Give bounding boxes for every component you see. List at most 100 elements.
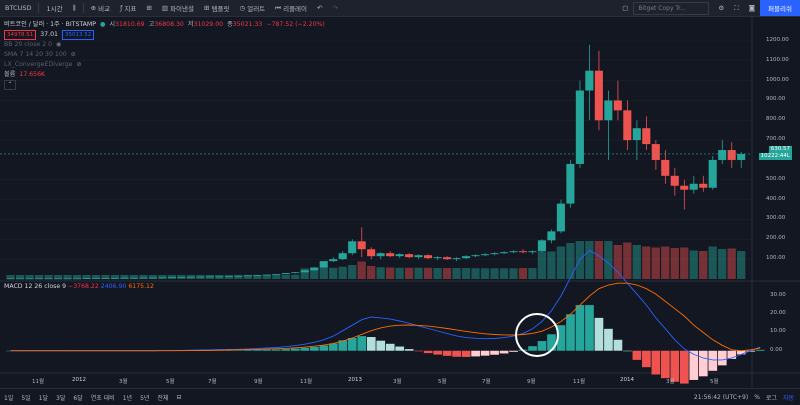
macd-hist-value: −3768.22	[68, 283, 99, 290]
range-5d[interactable]: 5일	[21, 394, 31, 402]
volume-bar	[101, 275, 110, 279]
volume-bar	[262, 274, 271, 279]
log-toggle[interactable]: 로그	[765, 394, 777, 402]
percent-toggle[interactable]: %	[754, 393, 760, 401]
collapse-row: ⌃	[4, 80, 325, 90]
macd-tick-label: 10.00	[770, 328, 786, 335]
range-1d[interactable]: 1일	[4, 394, 14, 402]
eye-icon[interactable]: ◉	[56, 41, 62, 48]
volume-label: 볼륨	[4, 71, 16, 78]
macd-histogram-bar	[727, 350, 737, 359]
volume-bar	[480, 268, 490, 279]
macd-histogram-bar	[442, 350, 452, 356]
volume-bar	[44, 275, 53, 279]
candle-body	[490, 253, 499, 255]
buy-button[interactable]: 35013.52	[61, 30, 95, 40]
macd-histogram-bar	[366, 337, 376, 351]
collapse-chevron-icon[interactable]: ⌃	[4, 80, 16, 90]
range-ytd[interactable]: 연초 대비	[90, 394, 115, 402]
macd-histogram-bar	[338, 340, 348, 351]
indicator-lx[interactable]: LX_ConvergeEDiverge ⊘	[4, 60, 325, 70]
publish-button[interactable]: 퍼블리쉬	[760, 0, 800, 16]
eye-off-icon[interactable]: ⊘	[70, 51, 76, 58]
eye-off-icon[interactable]: ⊘	[76, 61, 82, 68]
undo-icon[interactable]: ↶	[317, 4, 323, 12]
alert-button[interactable]: ◷ 얼러트	[234, 0, 270, 16]
range-1y[interactable]: 1년	[122, 394, 133, 402]
macd-tick-label: 0.00	[770, 346, 783, 353]
candle-body	[537, 240, 546, 252]
volume-bar	[642, 246, 651, 279]
time-tick-label: 5월	[166, 379, 175, 385]
volume-bar	[329, 267, 338, 279]
candle-body	[234, 275, 243, 277]
financials-button[interactable]: ▥ 파이낸셜	[157, 0, 199, 16]
volume-bar	[110, 275, 120, 279]
volume-bar	[291, 274, 300, 279]
sell-button[interactable]: 34978.51	[4, 30, 37, 40]
volume-bar	[414, 267, 423, 279]
fullscreen-icon[interactable]: ⛶	[734, 3, 739, 12]
settings-icon[interactable]: ⚙	[718, 4, 725, 12]
volume-bar	[25, 275, 34, 279]
time-tick-label: 2013	[348, 377, 362, 383]
compare-button[interactable]: ⊕ 비교	[86, 0, 115, 16]
close-value: 35021.33	[232, 21, 263, 28]
range-3m[interactable]: 3달	[56, 394, 66, 402]
candle-body	[575, 90, 584, 164]
calendar-icon[interactable]: ⊟	[176, 393, 182, 401]
macd-histogram-bar	[689, 350, 699, 380]
range-1m[interactable]: 1달	[38, 394, 49, 402]
indicator-bb[interactable]: BB 20 close 2 0 ◉	[4, 40, 325, 50]
indicator-label: SMA 7 14 20 30 100	[4, 51, 67, 58]
redo-icon[interactable]: ↷	[332, 4, 338, 12]
volume-bar	[689, 250, 698, 279]
price-tick-label: 700.00	[766, 136, 786, 143]
symbol-search[interactable]: BTCUSD	[5, 4, 32, 12]
indicators-button[interactable]: ƒ 지표	[115, 0, 141, 16]
macd-histogram-bar	[613, 339, 623, 351]
volume-bar	[129, 275, 139, 279]
range-5y[interactable]: 5년	[140, 394, 150, 402]
volume-bar	[300, 268, 309, 279]
camera-icon[interactable]: ◙	[748, 4, 756, 12]
time-tick-label: 3월	[393, 379, 402, 385]
chart-type-icon[interactable]: ⫼	[72, 3, 76, 12]
volume-bar	[53, 275, 63, 279]
open-label: 시	[109, 21, 116, 28]
live-dot-icon: ●	[99, 21, 106, 28]
replay-button[interactable]: ⏮ 리플레이	[270, 0, 312, 16]
template-button[interactable]: ⊞ 템플릿	[199, 0, 234, 16]
candle-body	[737, 154, 746, 160]
indicator-sma[interactable]: SMA 7 14 20 30 100 ⊘	[4, 50, 325, 60]
candle-body	[376, 253, 385, 257]
layout-square-icon[interactable]: ▢	[622, 4, 629, 12]
countdown-tag: 10222:44L	[758, 152, 792, 160]
candle-body	[357, 241, 366, 250]
close-label: 종	[227, 21, 233, 28]
price-tick-label: 300.00	[766, 215, 786, 222]
candle-body	[158, 277, 167, 279]
clock-readout[interactable]: 21:56:42 (UTC+9)	[693, 393, 749, 401]
grid-icon: ⊞	[204, 4, 212, 12]
ohlc-close: 종35021.33	[227, 20, 262, 30]
watchlist-search[interactable]: Bitget Copy Tr...	[633, 1, 710, 15]
macd-histogram-bar	[509, 350, 518, 352]
candle-body	[224, 276, 233, 278]
volume-bar	[385, 267, 395, 279]
chart-legend: 비트코인 / 달러 · 1주 · BITSTAMP ● 시31810.69 고3…	[4, 20, 325, 90]
macd-histogram-bar	[746, 350, 756, 352]
macd-histogram-bar	[736, 350, 746, 355]
high-label: 고	[148, 21, 155, 28]
volume-bar	[566, 243, 575, 279]
interval-selector[interactable]: 1시간	[46, 5, 63, 13]
candle-body	[63, 278, 72, 280]
volume-bar	[556, 246, 566, 279]
price-chart[interactable]	[0, 17, 800, 387]
volume-bar	[594, 241, 603, 279]
range-all[interactable]: 전체	[157, 394, 169, 402]
layout-icon[interactable]: ⊞	[146, 4, 152, 12]
volume-bar	[148, 275, 158, 279]
auto-toggle[interactable]: 자동	[782, 394, 794, 402]
range-6m[interactable]: 6달	[73, 394, 83, 402]
